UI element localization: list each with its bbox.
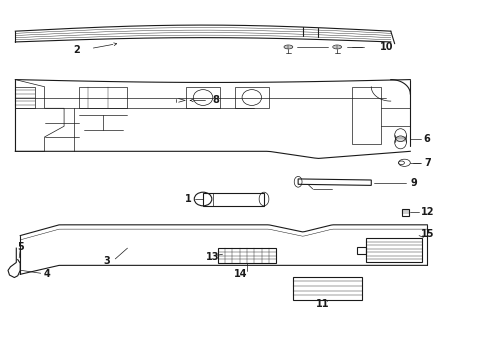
Text: 15: 15 bbox=[420, 229, 434, 239]
Text: 2: 2 bbox=[73, 45, 80, 55]
Text: 13: 13 bbox=[205, 252, 219, 262]
Text: 7: 7 bbox=[424, 158, 430, 168]
Text: 3: 3 bbox=[103, 256, 110, 266]
Text: 14: 14 bbox=[233, 269, 247, 279]
Text: 10: 10 bbox=[379, 42, 393, 52]
Text: 5: 5 bbox=[17, 242, 23, 252]
Text: 4: 4 bbox=[43, 269, 50, 279]
Text: 1: 1 bbox=[184, 194, 191, 204]
Text: 8: 8 bbox=[212, 95, 219, 105]
Text: 9: 9 bbox=[409, 177, 416, 188]
Text: 12: 12 bbox=[420, 207, 434, 217]
Text: 11: 11 bbox=[315, 299, 328, 309]
Text: 6: 6 bbox=[423, 135, 429, 144]
